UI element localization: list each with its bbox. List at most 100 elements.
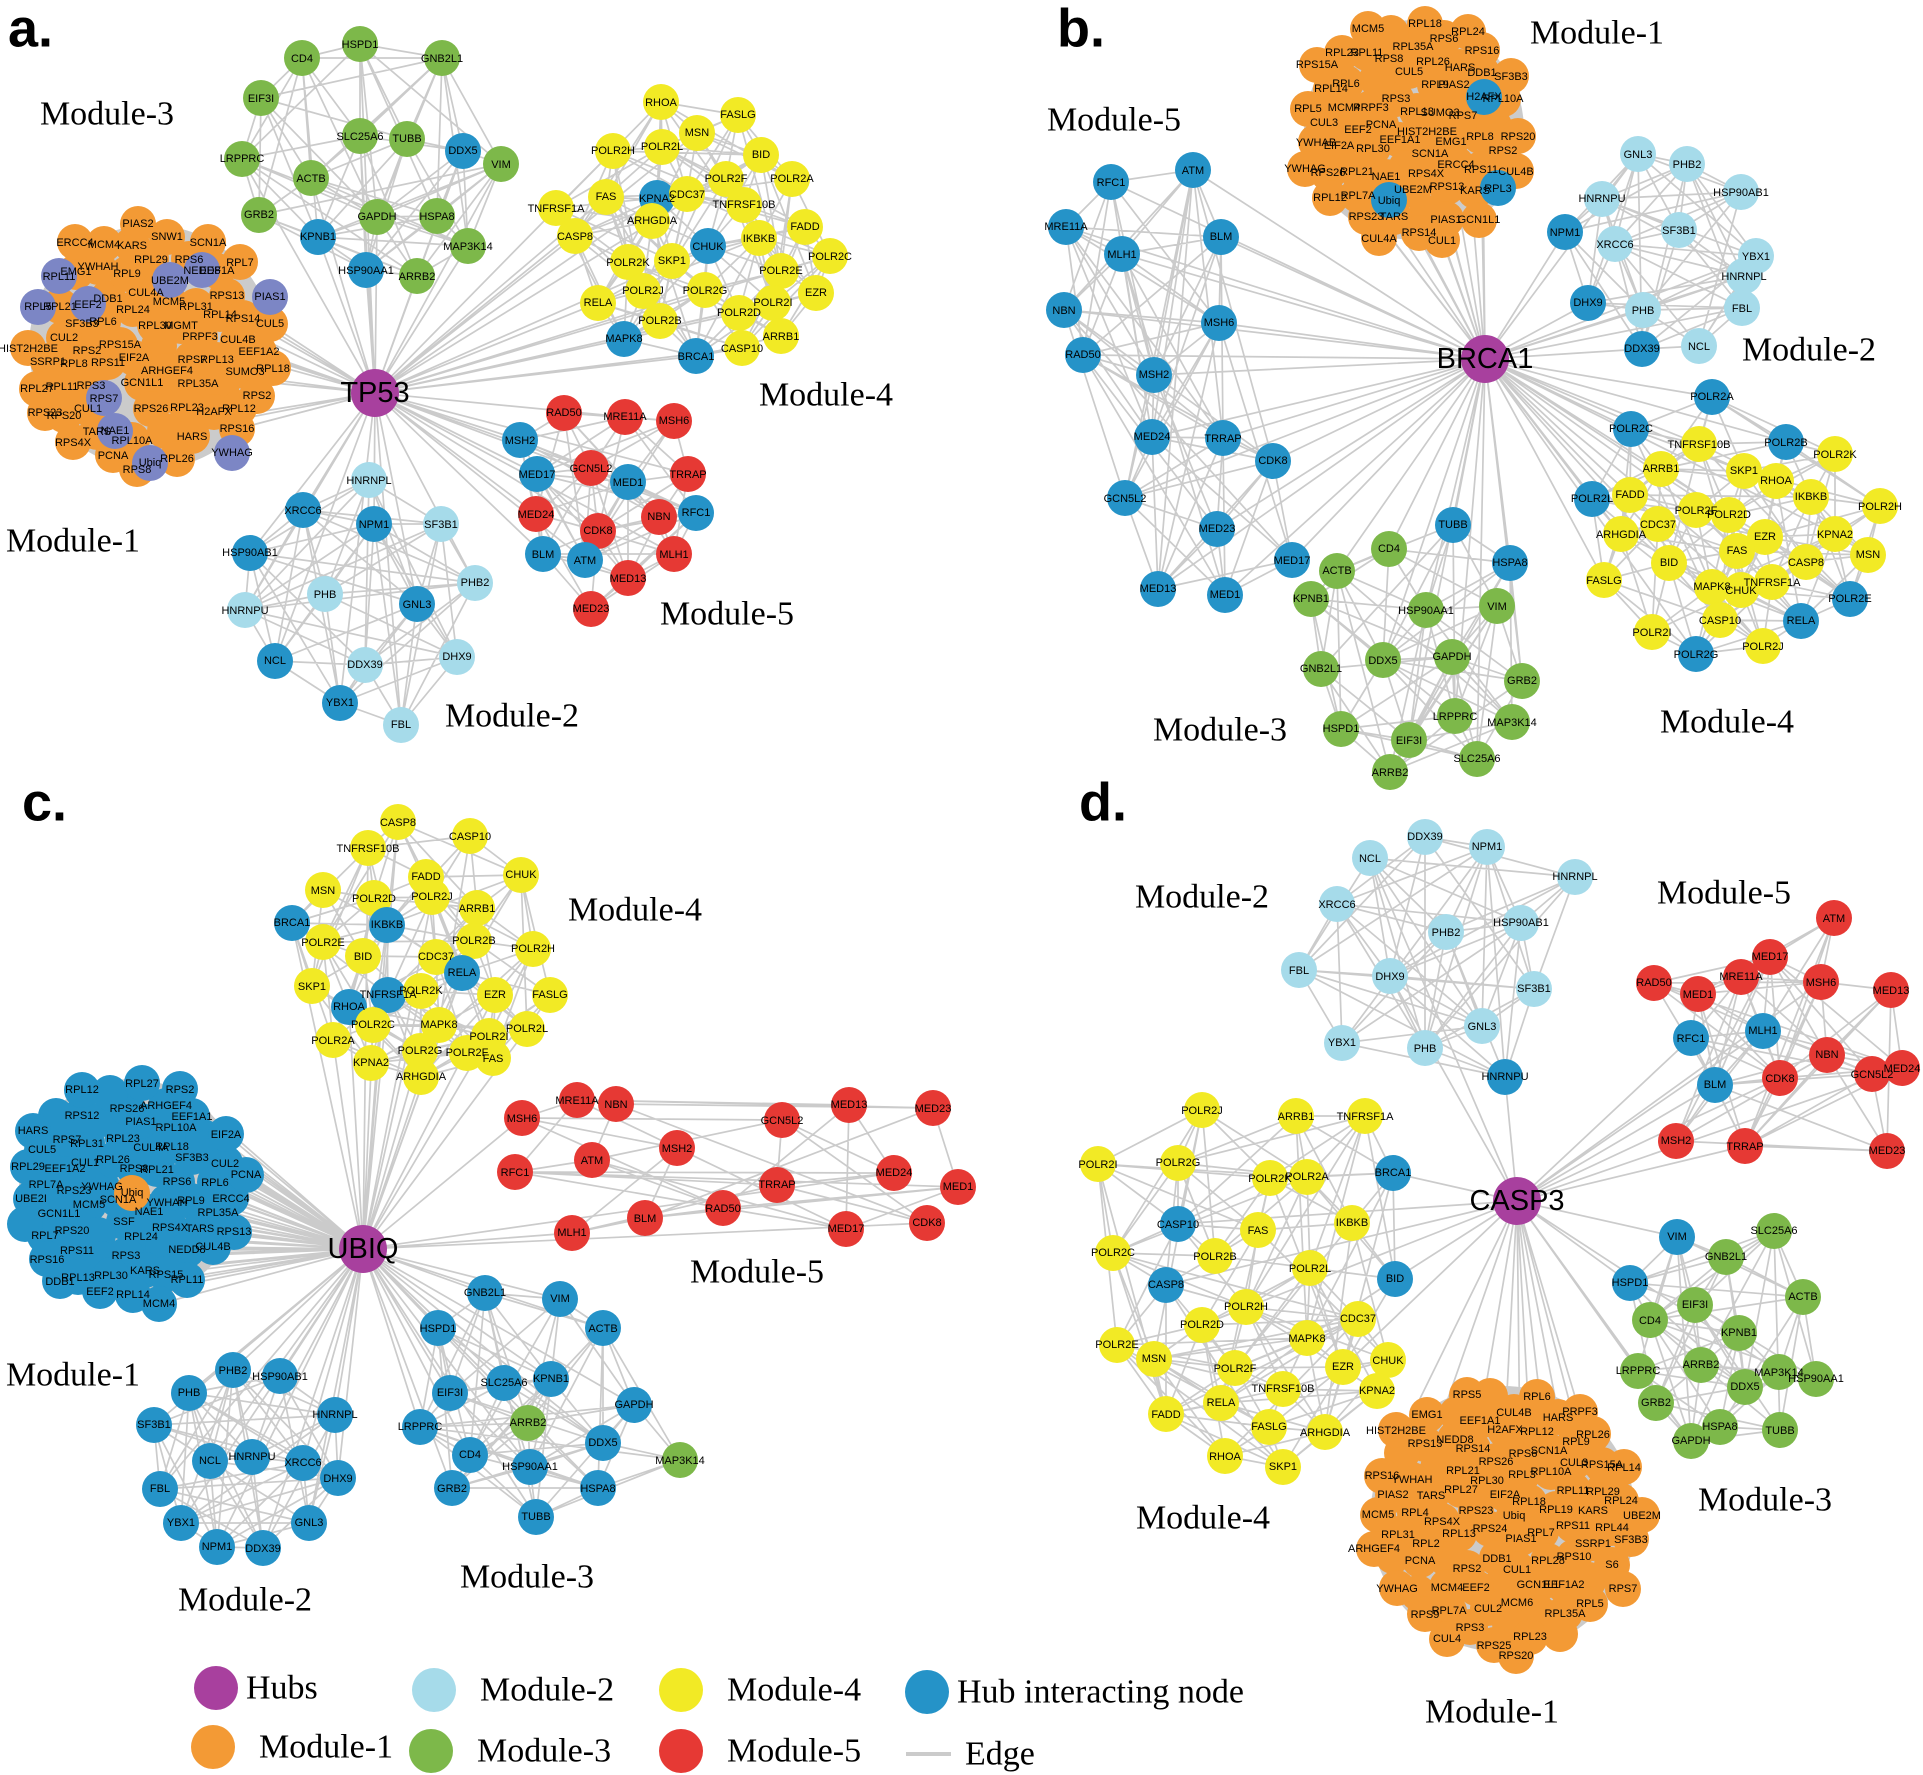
svg-text:RPS23: RPS23 xyxy=(1459,1505,1494,1517)
svg-text:RPS8: RPS8 xyxy=(1375,53,1404,65)
svg-text:GCN1L1: GCN1L1 xyxy=(38,1208,81,1220)
svg-text:KPNB1: KPNB1 xyxy=(1721,1327,1757,1339)
svg-text:FAS: FAS xyxy=(596,191,617,203)
svg-text:NCL: NCL xyxy=(1688,341,1710,353)
svg-text:MGMT: MGMT xyxy=(164,320,198,332)
svg-text:MAP3K14: MAP3K14 xyxy=(443,241,493,253)
svg-text:ACTB: ACTB xyxy=(1322,565,1351,577)
svg-text:RPL12: RPL12 xyxy=(65,1084,99,1096)
svg-text:RPL30: RPL30 xyxy=(1470,1475,1504,1487)
svg-text:TNFRSF1A: TNFRSF1A xyxy=(1337,1111,1395,1123)
svg-text:NBN: NBN xyxy=(647,511,670,523)
svg-text:Module-5: Module-5 xyxy=(690,1254,824,1291)
svg-text:HNRNPL: HNRNPL xyxy=(312,1409,357,1421)
svg-text:POLR2K: POLR2K xyxy=(1248,1173,1292,1185)
svg-text:KPNA2: KPNA2 xyxy=(1817,529,1853,541)
svg-text:RPS4X: RPS4X xyxy=(55,437,92,449)
svg-text:CHUK: CHUK xyxy=(505,869,537,881)
svg-text:NPM1: NPM1 xyxy=(1550,227,1581,239)
svg-text:ARRB2: ARRB2 xyxy=(1683,1359,1720,1371)
svg-text:PIAS2: PIAS2 xyxy=(1377,1489,1408,1501)
svg-text:DDX5: DDX5 xyxy=(1368,655,1397,667)
svg-text:BRCA1: BRCA1 xyxy=(1437,343,1534,375)
svg-text:RPS14: RPS14 xyxy=(226,313,261,325)
svg-text:RPS26: RPS26 xyxy=(1311,167,1346,179)
svg-text:RPL9: RPL9 xyxy=(1421,79,1449,91)
svg-text:YWHAB: YWHAB xyxy=(1296,137,1336,149)
svg-text:MSN: MSN xyxy=(1856,549,1881,561)
svg-text:RPS26: RPS26 xyxy=(134,403,169,415)
svg-text:SUMO3: SUMO3 xyxy=(1420,107,1459,119)
svg-text:CUL1: CUL1 xyxy=(71,1157,99,1169)
svg-text:CUL5: CUL5 xyxy=(28,1144,56,1156)
svg-text:RPL7A: RPL7A xyxy=(1341,190,1377,202)
svg-text:POLR2E: POLR2E xyxy=(759,265,802,277)
svg-text:HIST2H2BE: HIST2H2BE xyxy=(1397,126,1457,138)
svg-text:GRB2: GRB2 xyxy=(244,209,274,221)
svg-text:ERCC4: ERCC4 xyxy=(1437,159,1474,171)
svg-text:HIST2H2BE: HIST2H2BE xyxy=(1366,1425,1426,1437)
svg-text:RPL11: RPL11 xyxy=(43,271,76,283)
svg-text:Module-4: Module-4 xyxy=(1136,1500,1270,1537)
svg-text:RPL5: RPL5 xyxy=(1294,103,1322,115)
svg-text:DDB1: DDB1 xyxy=(1482,1553,1511,1565)
svg-text:RPS8: RPS8 xyxy=(123,464,152,476)
svg-text:RPL35A: RPL35A xyxy=(178,378,220,390)
svg-text:MED17: MED17 xyxy=(519,469,556,481)
svg-text:ERCC4: ERCC4 xyxy=(212,1193,249,1205)
svg-text:ARHGDIA: ARHGDIA xyxy=(627,215,678,227)
svg-text:RPS12: RPS12 xyxy=(65,1110,100,1122)
svg-text:TP53: TP53 xyxy=(340,377,409,409)
svg-text:RPL11: RPL11 xyxy=(1557,1485,1590,1497)
svg-text:CD4: CD4 xyxy=(291,53,313,65)
svg-text:RPL27: RPL27 xyxy=(20,383,54,395)
svg-text:RHOA: RHOA xyxy=(333,1001,365,1013)
svg-text:SLC25A6: SLC25A6 xyxy=(1750,1225,1797,1237)
svg-text:RFC1: RFC1 xyxy=(682,507,711,519)
svg-text:SLC25A6: SLC25A6 xyxy=(336,131,383,143)
svg-text:RPS16: RPS16 xyxy=(1465,45,1500,57)
svg-text:PRPF3: PRPF3 xyxy=(182,331,217,343)
svg-text:Module-2: Module-2 xyxy=(1742,332,1876,369)
svg-text:RPL19: RPL19 xyxy=(1539,1504,1573,1516)
svg-text:GNL3: GNL3 xyxy=(1624,149,1653,161)
svg-text:EEF1A2: EEF1A2 xyxy=(239,346,280,358)
svg-text:GCN5L2: GCN5L2 xyxy=(1851,1069,1894,1081)
svg-text:RPS16: RPS16 xyxy=(30,1254,65,1266)
svg-text:RPL7A: RPL7A xyxy=(29,1179,65,1191)
svg-text:CUL2: CUL2 xyxy=(1474,1603,1502,1615)
svg-text:Module-2: Module-2 xyxy=(1135,879,1269,916)
svg-text:CASP8: CASP8 xyxy=(380,817,416,829)
svg-text:POLR2I: POLR2I xyxy=(469,1031,508,1043)
svg-text:TARS: TARS xyxy=(83,426,112,438)
svg-text:SLC25A6: SLC25A6 xyxy=(480,1377,527,1389)
svg-text:HSPA8: HSPA8 xyxy=(1492,557,1527,569)
svg-text:RPL30: RPL30 xyxy=(138,320,172,332)
svg-text:TARS: TARS xyxy=(186,1223,215,1235)
svg-text:SCN1A: SCN1A xyxy=(100,1194,137,1206)
svg-text:DDX5: DDX5 xyxy=(588,1437,617,1449)
svg-text:MSH2: MSH2 xyxy=(1661,1135,1692,1147)
svg-text:TNFRSF10B: TNFRSF10B xyxy=(713,199,776,211)
svg-text:CUL1: CUL1 xyxy=(74,403,102,415)
svg-text:POLR2I: POLR2I xyxy=(753,297,792,309)
svg-text:c.: c. xyxy=(22,772,67,832)
svg-text:RPS15A: RPS15A xyxy=(1581,1459,1624,1471)
svg-text:ARRB1: ARRB1 xyxy=(1278,1111,1315,1123)
svg-text:MCM4: MCM4 xyxy=(88,239,120,251)
svg-text:NBN: NBN xyxy=(604,1099,627,1111)
svg-text:TNFRSF1A: TNFRSF1A xyxy=(1744,577,1802,589)
svg-text:EIF3I: EIF3I xyxy=(248,93,274,105)
svg-text:RPS4X: RPS4X xyxy=(1408,168,1445,180)
svg-text:RPL9: RPL9 xyxy=(113,268,141,280)
svg-text:POLR2J: POLR2J xyxy=(1181,1105,1223,1117)
svg-text:GNB2L1: GNB2L1 xyxy=(464,1287,506,1299)
svg-text:SCN1A: SCN1A xyxy=(1412,148,1449,160)
svg-text:PIAS1: PIAS1 xyxy=(125,1116,156,1128)
svg-text:POLR2C: POLR2C xyxy=(1091,1247,1135,1259)
svg-text:RHOA: RHOA xyxy=(645,97,677,109)
svg-text:POLR2A: POLR2A xyxy=(311,1035,355,1047)
svg-text:MAPK8: MAPK8 xyxy=(420,1019,457,1031)
svg-text:BLM: BLM xyxy=(1210,231,1233,243)
svg-text:RPL24: RPL24 xyxy=(124,1231,158,1243)
